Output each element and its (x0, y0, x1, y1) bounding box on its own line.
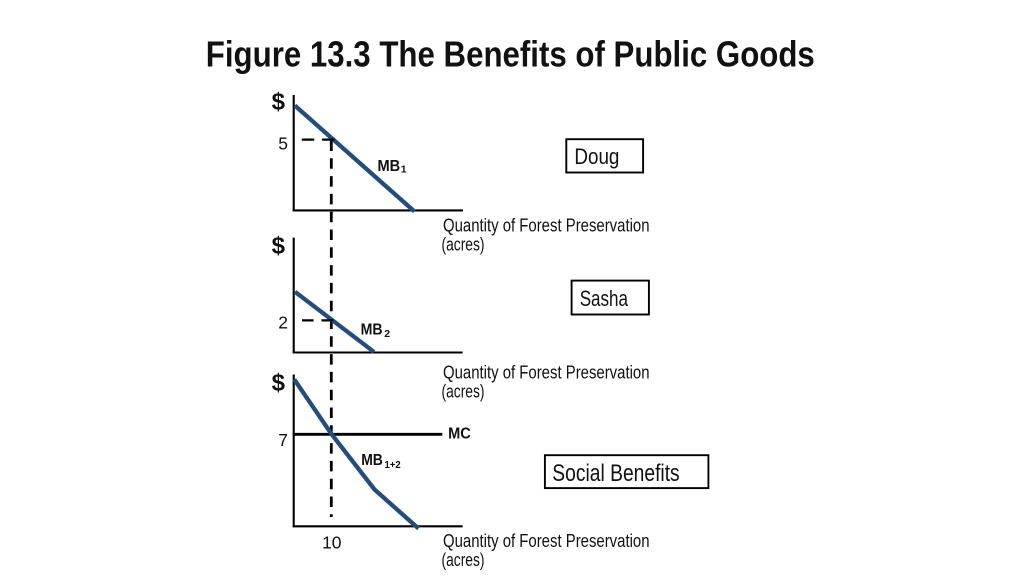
svg-text:1: 1 (401, 164, 407, 176)
svg-text:2: 2 (384, 328, 390, 340)
svg-text:Sasha: Sasha (580, 286, 629, 311)
svg-text:10: 10 (322, 532, 342, 552)
svg-text:5: 5 (278, 133, 288, 153)
svg-text:(acres): (acres) (442, 550, 485, 570)
svg-text:2: 2 (278, 313, 288, 333)
svg-text:Quantity of Forest Preservatio: Quantity of Forest Preservation (443, 531, 650, 551)
svg-text:Doug: Doug (574, 144, 619, 169)
svg-text:1+2: 1+2 (385, 459, 401, 471)
svg-text:Social Benefits: Social Benefits (552, 460, 679, 487)
svg-text:7: 7 (278, 430, 288, 450)
svg-text:MC: MC (448, 426, 471, 443)
svg-text:Quantity of Forest Preservatio: Quantity of Forest Preservation (443, 215, 650, 235)
svg-text:Figure 13.3 The Benefits of Pu: Figure 13.3 The Benefits of Public Goods (206, 34, 815, 75)
svg-text:$: $ (272, 89, 286, 116)
svg-text:MB: MB (361, 452, 383, 469)
svg-text:MB: MB (361, 321, 383, 338)
svg-text:(acres): (acres) (442, 234, 485, 254)
svg-text:Quantity of Forest Preservatio: Quantity of Forest Preservation (443, 363, 650, 383)
svg-text:$: $ (272, 370, 286, 397)
svg-text:MB: MB (378, 158, 401, 175)
svg-text:(acres): (acres) (442, 382, 485, 402)
svg-text:$: $ (272, 233, 286, 260)
